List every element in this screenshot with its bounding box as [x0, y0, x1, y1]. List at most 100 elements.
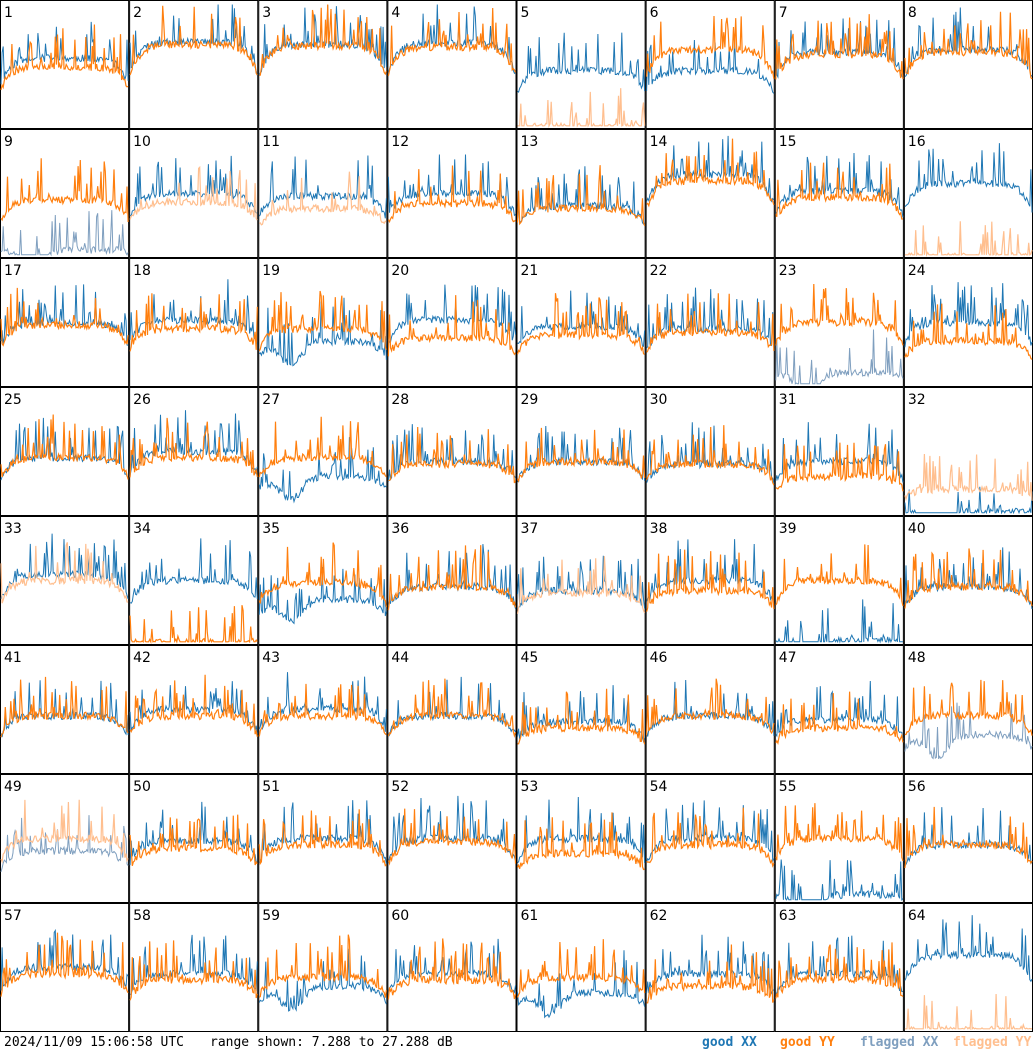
series-yy-line [387, 295, 517, 357]
series-yy-line [259, 4, 387, 76]
panel-label: 33 [4, 521, 22, 537]
panel-label: 59 [262, 908, 280, 924]
series-xx-line [517, 685, 646, 743]
series-xx-line [0, 210, 129, 257]
series-yy-line [775, 544, 904, 607]
panel-53: 53 [516, 774, 646, 903]
panel-label: 6 [650, 5, 659, 21]
panel-31: 31 [774, 387, 904, 516]
series-xx-line [129, 410, 258, 476]
panel-56: 56 [903, 774, 1033, 903]
series-yy-line [517, 88, 646, 129]
series-xx-line [129, 538, 258, 604]
series-yy-line [129, 5, 258, 76]
series-yy-line [646, 678, 775, 736]
series-yy-line [775, 14, 904, 80]
series-xx-line [258, 437, 387, 504]
panel-label: 44 [391, 650, 409, 666]
panel-26: 26 [129, 387, 259, 516]
panel-15: 15 [774, 129, 904, 258]
series-yy-line [0, 414, 129, 480]
series-yy-line [904, 679, 1033, 736]
panel-frame [903, 903, 1033, 1032]
panel-label: 8 [908, 5, 917, 21]
series-xx-line [387, 284, 516, 343]
series-xx-line [775, 680, 904, 740]
panel-40: 40 [903, 516, 1033, 645]
series-xx-line [775, 329, 904, 385]
panel-label: 42 [133, 650, 151, 666]
series-yy-line [387, 7, 517, 76]
panel-label: 40 [908, 521, 926, 537]
panel-label: 11 [262, 134, 280, 150]
panel-label: 36 [391, 521, 409, 537]
panel-35: 35 [258, 516, 388, 645]
panel-label: 43 [262, 650, 280, 666]
panel-label: 37 [521, 521, 539, 537]
series-yy-line [516, 812, 645, 871]
series-yy-line [258, 809, 387, 867]
timestamp: 2024/11/09 15:06:58 UTC [4, 1035, 185, 1050]
series-yy-line [129, 605, 258, 645]
panel-12: 12 [387, 129, 517, 258]
panel-52: 52 [387, 774, 517, 903]
series-yy-line [129, 417, 258, 478]
panel-23: 23 [774, 258, 904, 387]
panel-13: 13 [516, 129, 646, 258]
panel-49: 49 [0, 774, 130, 903]
series-yy-line [646, 293, 775, 353]
panel-7: 7 [774, 0, 904, 129]
series-xx-line [517, 32, 646, 93]
series-yy-line [516, 293, 646, 356]
range-text: range shown: 7.288 to 27.288 dB [210, 1035, 453, 1050]
series-yy-line [0, 932, 129, 997]
panel-label: 34 [133, 521, 151, 537]
series-yy-line [646, 425, 775, 486]
series-xx-line [775, 599, 903, 644]
series-xx-line [904, 486, 1033, 515]
series-yy-line [0, 542, 129, 604]
panel-47: 47 [774, 645, 904, 774]
panel-label: 7 [779, 5, 788, 21]
panel-frame [903, 387, 1033, 516]
panel-label: 29 [521, 392, 539, 408]
series-yy-line [129, 165, 258, 221]
panel-label: 4 [391, 5, 400, 21]
panel-label: 47 [779, 650, 797, 666]
panel-19: 19 [258, 258, 388, 387]
panel-55: 55 [774, 774, 904, 903]
panel-label: 56 [908, 779, 926, 795]
series-yy-line [387, 545, 517, 611]
panel-58: 58 [129, 903, 259, 1032]
series-yy-line [904, 806, 1033, 869]
footer: 2024/11/09 15:06:58 UTC range shown: 7.2… [0, 1032, 1033, 1053]
panel-32: 32 [903, 387, 1033, 516]
panel-20: 20 [387, 258, 517, 387]
legend-flagged-xx: flagged XX [860, 1035, 939, 1050]
series-xx-line [646, 287, 775, 349]
panel-6: 6 [645, 0, 775, 129]
series-yy-line [0, 287, 129, 347]
panel-label: 24 [908, 263, 926, 279]
panel-16: 16 [903, 129, 1033, 258]
series-yy-line [775, 803, 904, 861]
panel-label: 63 [779, 908, 797, 924]
series-xx-line [517, 290, 646, 348]
series-xx-line [517, 796, 646, 864]
series-yy-line [775, 942, 904, 999]
panel-label: 57 [4, 908, 22, 924]
panel-57: 57 [0, 903, 130, 1032]
panel-label: 25 [4, 392, 22, 408]
series-yy-line [259, 171, 387, 226]
panel-46: 46 [645, 645, 775, 774]
panel-frame [258, 387, 388, 516]
series-yy-line [387, 938, 517, 1000]
panel-4: 4 [387, 0, 517, 129]
panel-28: 28 [387, 387, 517, 516]
series-yy-line [129, 940, 258, 1001]
panel-label: 48 [908, 650, 926, 666]
panel-9: 9 [0, 129, 130, 258]
panel-25: 25 [0, 387, 130, 516]
panel-61: 61 [516, 903, 646, 1032]
